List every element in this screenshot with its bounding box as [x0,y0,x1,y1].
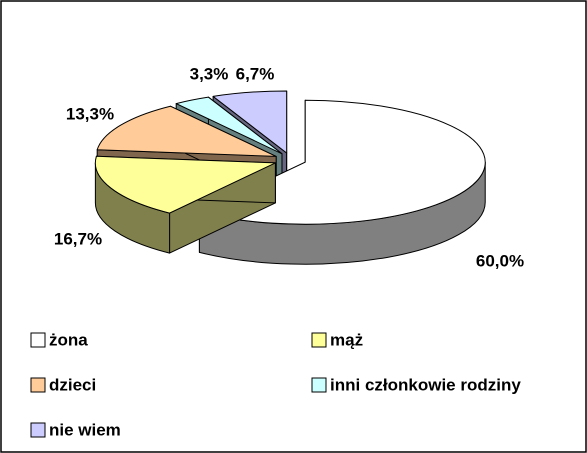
legend-swatch [30,422,46,438]
data-label: 6,7% [236,64,275,83]
legend-label: dzieci [49,375,96,394]
data-label: 60,0% [476,251,524,270]
slice [94,155,276,214]
legend-label: żona [49,330,88,349]
legend-label: inni członkowie rodziny [330,375,521,394]
data-label: 13,3% [66,104,114,123]
slice [96,105,277,157]
legend-swatch [311,377,327,393]
data-label: 3,3% [190,64,229,83]
slice [212,90,288,154]
legend-label: nie wiem [49,420,121,439]
legend-swatch [30,332,46,348]
slice [175,96,283,155]
legend-swatch [30,377,46,393]
legend-label: mąż [330,330,363,349]
legend-swatch [311,332,327,348]
data-label: 16,7% [54,229,102,248]
